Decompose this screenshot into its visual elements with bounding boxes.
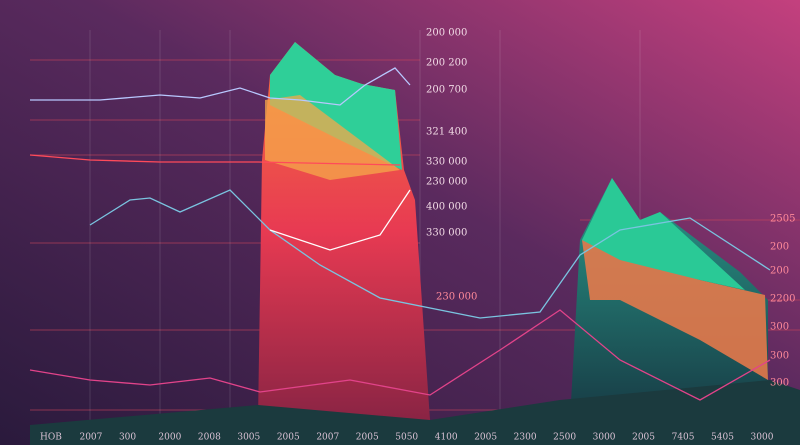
label: 300 bbox=[770, 378, 789, 389]
left-area-top bbox=[270, 42, 402, 170]
bottom-label: 5050 bbox=[395, 433, 418, 443]
bottom-label: 2005 bbox=[277, 433, 300, 443]
label: 230 000 bbox=[426, 177, 467, 188]
label: 330 000 bbox=[426, 157, 467, 168]
label: 200 bbox=[770, 266, 789, 277]
label: 300 bbox=[770, 351, 789, 362]
label: 2505 bbox=[770, 214, 795, 225]
left-area-band bbox=[265, 95, 400, 180]
label: 300 bbox=[770, 322, 789, 333]
bottom-label: 4100 bbox=[435, 433, 458, 443]
right-area-top bbox=[582, 178, 745, 290]
floor bbox=[30, 380, 800, 445]
label: 200 bbox=[770, 242, 789, 253]
bottom-label: 3005 bbox=[237, 433, 260, 443]
center-label-group: 230 000 bbox=[436, 292, 477, 303]
right-labels: 2505 200 200 2200 300 300 300 bbox=[770, 214, 795, 389]
middle-labels: 200 000 200 200 200 700 321 400 330 000 … bbox=[426, 28, 467, 239]
bottom-label: 3000 bbox=[593, 433, 616, 443]
label: 400 000 bbox=[426, 202, 467, 213]
bottom-labels: HOB 2007 300 2000 2008 3005 2005 2007 2005 5050 41… bbox=[40, 433, 774, 443]
label: 321 400 bbox=[426, 127, 467, 138]
label: 200 200 bbox=[426, 58, 467, 69]
lines bbox=[29, 67, 771, 401]
label: 200 700 bbox=[426, 85, 467, 96]
bottom-label: 3000 bbox=[751, 433, 774, 443]
bottom-label: 2008 bbox=[198, 433, 221, 443]
label: 330 000 bbox=[426, 228, 467, 239]
right-area-band bbox=[582, 240, 768, 380]
bottom-label: 300 bbox=[119, 433, 136, 443]
bottom-label: 2500 bbox=[553, 433, 576, 443]
bottom-label: 2300 bbox=[514, 433, 537, 443]
bottom-label: 5405 bbox=[711, 433, 734, 443]
bottom-label: 2007 bbox=[79, 433, 102, 443]
bottom-label: 2005 bbox=[474, 433, 497, 443]
label: 2200 bbox=[770, 294, 795, 305]
bottom-label: 2005 bbox=[356, 433, 379, 443]
label: 200 000 bbox=[426, 28, 467, 39]
label: 230 000 bbox=[436, 292, 477, 303]
bottom-label: 7405 bbox=[672, 433, 695, 443]
bottom-label: 2000 bbox=[158, 433, 181, 443]
bottom-label: 2005 bbox=[632, 433, 655, 443]
bottom-label: 2007 bbox=[316, 433, 339, 443]
bottom-label: HOB bbox=[40, 433, 62, 443]
